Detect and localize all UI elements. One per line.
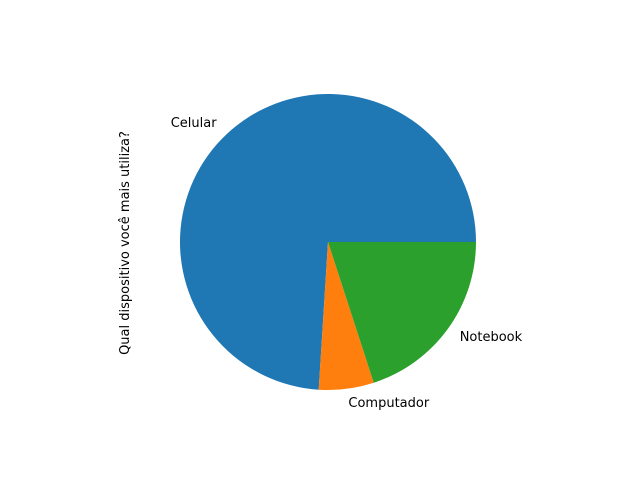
pie-slice-notebook <box>328 242 476 383</box>
slice-label-computador: Computador <box>348 396 429 411</box>
slice-labels: Celular Computador Notebook <box>171 116 523 411</box>
slice-label-notebook: Notebook <box>460 330 523 345</box>
y-axis-label: Qual dispositivo você mais utiliza? <box>118 131 133 355</box>
pie-slice-computador <box>318 242 374 390</box>
pie-slice-celular <box>180 94 477 390</box>
slice-label-celular: Celular <box>171 116 218 131</box>
pie-slices <box>180 94 477 390</box>
